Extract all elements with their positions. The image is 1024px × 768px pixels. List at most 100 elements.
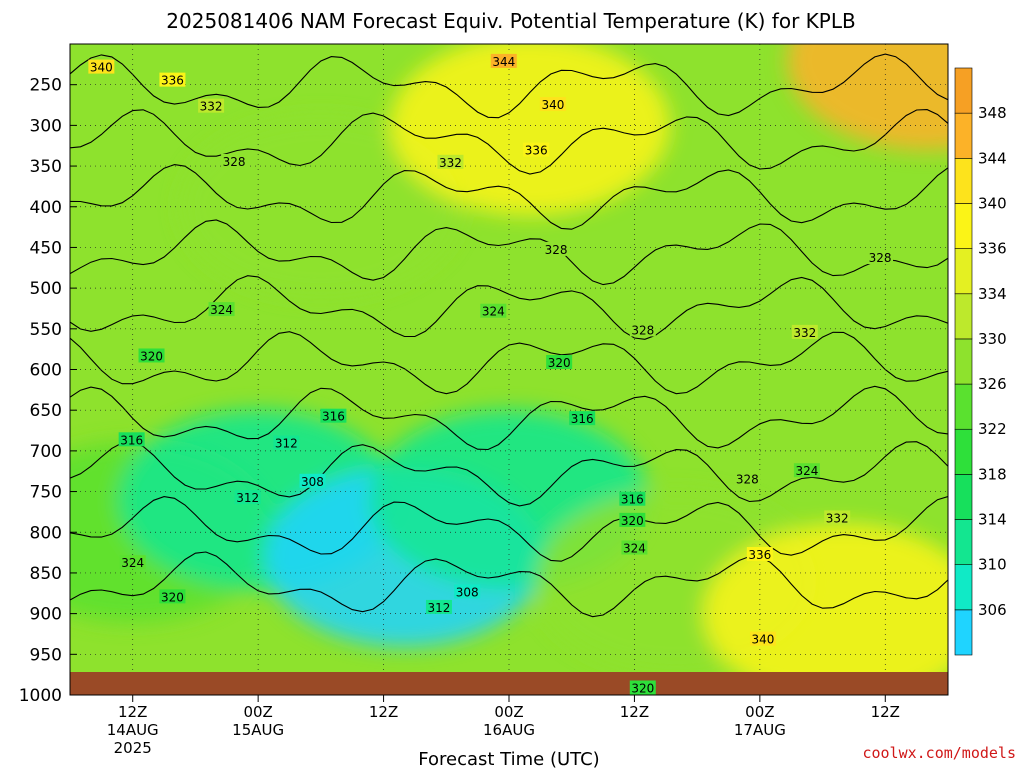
contour-label-bg xyxy=(746,547,773,562)
contour-label-bg xyxy=(793,463,820,478)
x-tick-label: 12Z xyxy=(620,703,649,721)
y-tick-label: 450 xyxy=(30,238,62,258)
contour-label-text: 320 xyxy=(548,356,571,370)
contour-344 xyxy=(70,53,948,119)
contour-label-26: 324 xyxy=(793,463,820,478)
contour-label-bg xyxy=(138,348,165,363)
colorbar-tick-label: 326 xyxy=(978,375,1007,393)
colorbar-tick-label: 322 xyxy=(978,420,1007,438)
colorbar: 306 310 314 318 322 326 330 334 336 340 344 348 xyxy=(954,67,1007,656)
contour-label-bg xyxy=(621,540,648,555)
x-tick-label: 15AUG xyxy=(232,721,284,739)
contour-label-32: 312 xyxy=(425,599,452,615)
y-tick-label: 600 xyxy=(30,361,62,381)
contour-label-bg xyxy=(629,680,656,695)
contour-label-text: 332 xyxy=(793,326,816,340)
contour-label-7: 328 xyxy=(221,153,248,169)
field-sample-8 xyxy=(787,44,948,151)
contour-label-text: 316 xyxy=(621,493,644,507)
contour-label-bg xyxy=(118,432,145,447)
field-sample-7 xyxy=(389,44,670,216)
colorbar-swatch xyxy=(954,112,973,159)
contour-label-bg xyxy=(543,241,570,256)
colorbar-tick-label: 310 xyxy=(978,556,1007,574)
chart-title: 2025081406 NAM Forecast Equiv. Potential… xyxy=(166,9,855,33)
contour-label-31: 308 xyxy=(454,584,481,599)
contour-label-6: 332 xyxy=(437,154,464,170)
y-tick-label: 900 xyxy=(30,605,62,625)
colorbar-swatch xyxy=(954,203,973,249)
x-tick-label: 12Z xyxy=(118,703,147,721)
contour-label-16: 316 xyxy=(320,408,347,424)
colorbar-tick-label: 330 xyxy=(978,330,1007,348)
x-tick-label: 14AUG xyxy=(107,721,159,739)
contour-label-text: 320 xyxy=(161,590,184,604)
colorbar-tick-label: 340 xyxy=(978,194,1007,212)
grid xyxy=(70,44,948,695)
contour-label-3: 332 xyxy=(198,98,225,114)
contour-label-text: 332 xyxy=(826,511,849,525)
contour-label-bg xyxy=(208,302,235,317)
contour-label-bg xyxy=(546,354,573,369)
contour-label-text: 332 xyxy=(200,100,223,114)
contour-label-text: 328 xyxy=(631,323,654,337)
contour-label-text: 324 xyxy=(121,556,144,570)
contour-labels: 344 340 336 332 340 336 332 328 328 328 324 324 328 3… xyxy=(88,53,894,695)
y-tick-label: 750 xyxy=(30,483,62,503)
colorbar-swatch xyxy=(954,609,973,656)
contour-label-bg xyxy=(523,142,550,157)
x-tick-label: 12Z xyxy=(871,703,900,721)
y-tick-label: 850 xyxy=(30,564,62,584)
contour-label-text: 328 xyxy=(869,251,892,265)
contour-label-2: 336 xyxy=(159,72,186,88)
colorbar-swatch xyxy=(954,67,973,114)
contour-label-bg xyxy=(234,490,261,505)
contour-label-28: 336 xyxy=(746,547,773,562)
contour-label-15: 320 xyxy=(546,354,573,370)
y-tick-label: 500 xyxy=(30,279,62,299)
contour-label-13: 332 xyxy=(791,324,818,340)
colorbar-tick-label: 334 xyxy=(978,285,1007,303)
x-tick-label: 00Z xyxy=(494,703,523,721)
y-tick-label: 350 xyxy=(30,157,62,177)
contour-label-text: 316 xyxy=(322,410,345,424)
contour-label-text: 324 xyxy=(210,303,233,317)
contour-label-bg xyxy=(629,322,656,337)
contour-label-text: 324 xyxy=(795,464,818,478)
contour-320 xyxy=(70,385,948,451)
contour-label-text: 316 xyxy=(571,412,594,426)
contour-label-24: 324 xyxy=(621,540,648,556)
contour-label-33: 340 xyxy=(749,631,776,647)
contour-label-0: 344 xyxy=(490,53,517,69)
contour-label-text: 320 xyxy=(631,681,654,695)
colorbar-swatch xyxy=(954,519,973,565)
contour-label-1: 340 xyxy=(88,59,115,75)
contour-label-17: 316 xyxy=(118,432,145,447)
contour-label-bg xyxy=(749,631,776,646)
contour-label-4: 340 xyxy=(539,97,566,112)
colorbar-tick-label: 348 xyxy=(978,104,1007,122)
colorbar-tick-label: 318 xyxy=(978,465,1007,483)
contour-label-29: 324 xyxy=(119,555,146,570)
field-sample-5 xyxy=(703,523,948,695)
contour-label-text: 328 xyxy=(545,243,568,257)
contour-label-30: 320 xyxy=(159,589,186,604)
contour-label-8: 328 xyxy=(543,241,570,257)
contour-label-14: 320 xyxy=(138,348,165,363)
contour-label-text: 340 xyxy=(752,633,775,647)
contour-label-text: 312 xyxy=(275,437,298,451)
contour-label-19: 312 xyxy=(273,435,300,451)
contour-label-text: 340 xyxy=(541,98,564,112)
contour-label-bg xyxy=(569,411,596,426)
contour-label-bg xyxy=(490,53,517,68)
contour-label-text: 320 xyxy=(140,349,163,363)
contour-label-text: 328 xyxy=(736,472,759,486)
contour-label-bg xyxy=(221,153,248,168)
contour-label-bg xyxy=(619,512,646,527)
colorbar-swatch xyxy=(954,428,973,475)
contour-label-bg xyxy=(867,250,894,265)
contour-label-text: 312 xyxy=(428,601,451,615)
y-tick-label: 300 xyxy=(30,116,62,136)
